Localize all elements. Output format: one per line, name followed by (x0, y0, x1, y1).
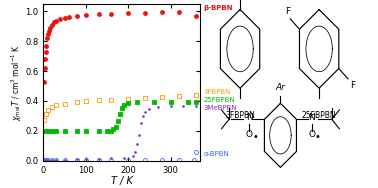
Text: β-BPBN: β-BPBN (203, 5, 233, 11)
Text: Ar: Ar (276, 83, 285, 92)
Text: 3FBPBN: 3FBPBN (225, 111, 255, 120)
Text: F: F (350, 81, 355, 90)
Text: •: • (314, 132, 321, 142)
Text: N: N (308, 113, 315, 122)
Text: 25FBPBN: 25FBPBN (203, 97, 235, 103)
Y-axis label: $\chi_\mathrm{mol}T$ / cm$^3$ mol$^{-1}$ K: $\chi_\mathrm{mol}T$ / cm$^3$ mol$^{-1}$… (9, 44, 24, 121)
Text: 3FBPBN: 3FBPBN (203, 89, 231, 96)
Text: 25FBPBN: 25FBPBN (302, 111, 336, 120)
Text: •: • (252, 132, 258, 142)
Text: F: F (285, 7, 290, 16)
X-axis label: T / K: T / K (111, 176, 133, 186)
Text: O: O (308, 130, 315, 139)
Text: 3MeBPBN: 3MeBPBN (203, 105, 237, 111)
Text: α-BPBN: α-BPBN (203, 152, 229, 158)
Text: O: O (246, 130, 253, 139)
Text: N: N (246, 113, 253, 122)
